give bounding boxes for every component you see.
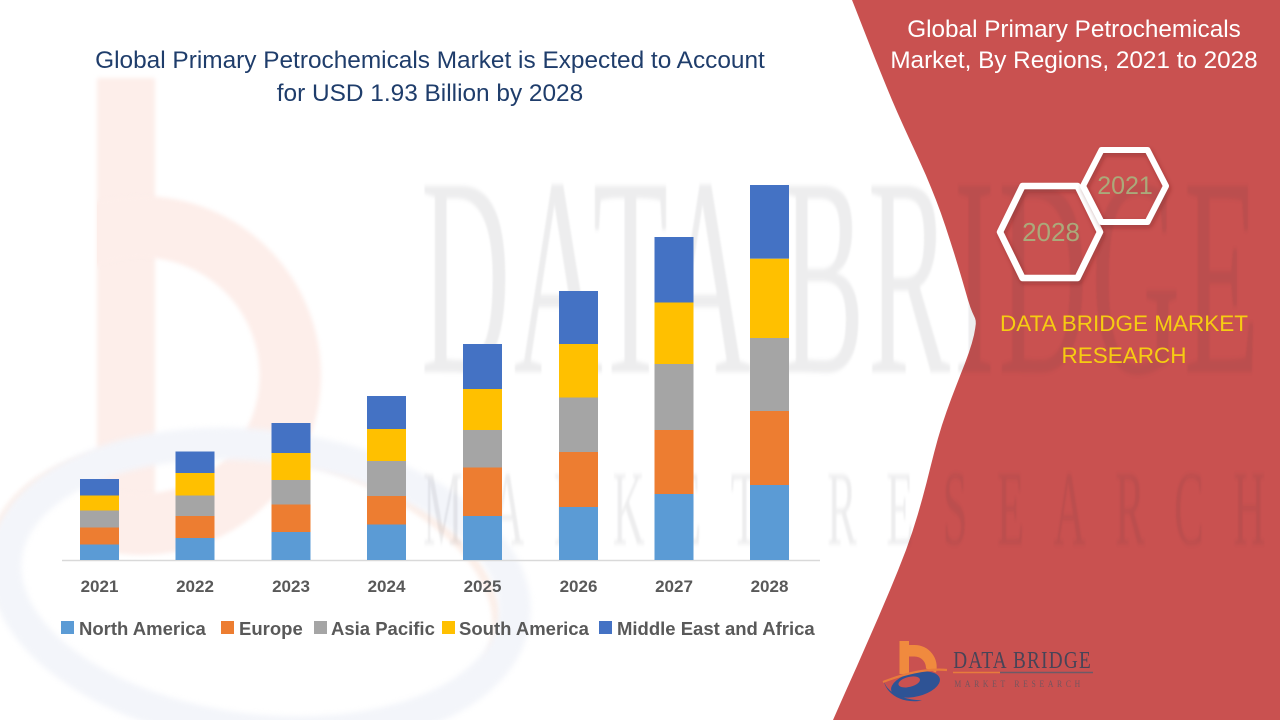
svg-text:2028: 2028 [1022, 217, 1080, 247]
svg-text:DATA BRIDGE: DATA BRIDGE [953, 647, 1092, 674]
svg-text:2021: 2021 [1097, 172, 1153, 200]
svg-text:MARKET RESEARCH: MARKET RESEARCH [954, 678, 1083, 689]
